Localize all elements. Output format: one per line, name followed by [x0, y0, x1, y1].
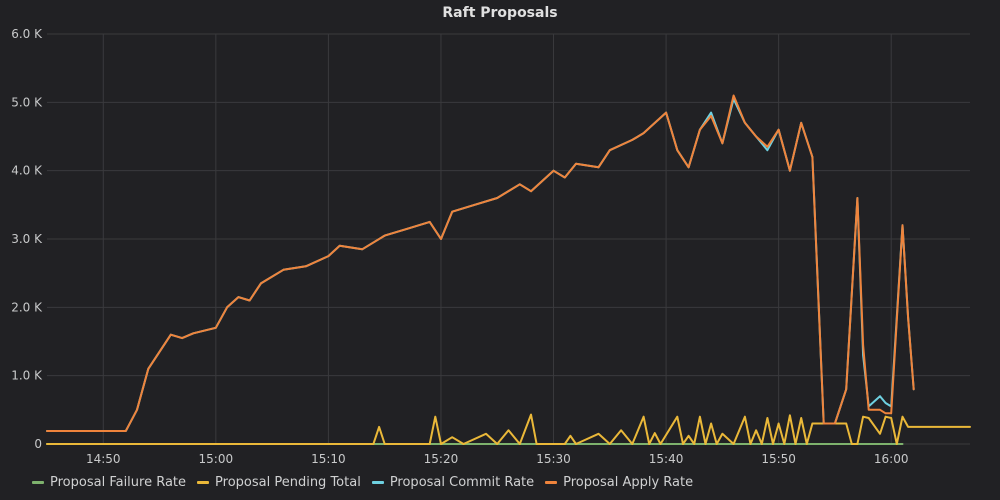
y-tick-label: 1.0 K: [11, 369, 43, 383]
legend-label: Proposal Commit Rate: [389, 474, 535, 490]
x-tick-label: 15:00: [199, 452, 234, 466]
x-tick-label: 15:50: [761, 452, 796, 466]
series-line-proposal-pending-total: [46, 413, 971, 445]
y-tick-label: 2.0 K: [11, 300, 43, 314]
x-tick-label: 16:00: [874, 452, 909, 466]
legend-item-proposal-failure-rate[interactable]: Proposal Failure Rate: [32, 475, 186, 490]
legend-label: Proposal Apply Rate: [563, 474, 694, 490]
y-tick-label: 4.0 K: [11, 164, 43, 178]
legend: Proposal Failure Rate Proposal Pending To…: [32, 473, 704, 491]
legend-swatch: [545, 480, 558, 484]
y-tick-label: 5.0 K: [11, 95, 43, 109]
legend-label: Proposal Pending Total: [215, 474, 361, 490]
series-line-proposal-apply-rate: [46, 94, 915, 432]
legend-label: Proposal Failure Rate: [50, 474, 187, 490]
legend-swatch: [371, 480, 384, 484]
x-tick-label: 15:30: [536, 452, 571, 466]
legend-swatch: [32, 480, 44, 484]
y-tick-label: 6.0 K: [11, 27, 43, 41]
legend-item-proposal-apply-rate[interactable]: Proposal Apply Rate: [545, 475, 693, 490]
x-tick-label: 15:10: [311, 452, 346, 466]
legend-item-proposal-commit-rate[interactable]: Proposal Commit Rate: [371, 474, 535, 490]
chart-title: Raft Proposals: [442, 5, 558, 21]
x-tick-label: 14:50: [86, 452, 121, 466]
y-tick-label: 0: [34, 437, 42, 451]
x-tick-label: 15:40: [649, 452, 684, 466]
y-tick-label: 3.0 K: [11, 232, 43, 246]
x-tick-label: 15:20: [424, 452, 459, 466]
legend-item-proposal-pending-total[interactable]: Proposal Pending Total: [197, 475, 361, 490]
legend-swatch: [197, 480, 210, 484]
